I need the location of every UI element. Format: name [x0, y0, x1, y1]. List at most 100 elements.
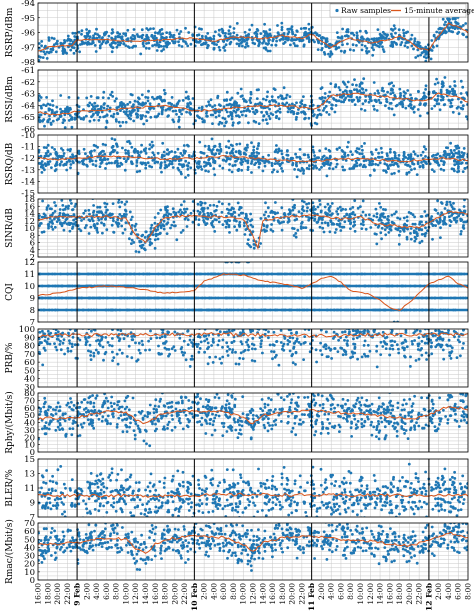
raw-sample-point	[292, 38, 296, 42]
raw-sample-point	[393, 151, 397, 155]
raw-sample-point	[319, 36, 323, 40]
raw-sample-point	[323, 96, 327, 100]
raw-sample-point	[323, 92, 327, 95]
raw-sample-point	[394, 210, 398, 214]
raw-sample-point	[396, 165, 400, 168]
raw-sample-point	[202, 41, 206, 45]
grid	[37, 261, 469, 323]
raw-sample-point	[93, 32, 97, 36]
raw-sample-point	[200, 168, 204, 171]
raw-sample-point	[47, 154, 50, 158]
raw-sample-point	[95, 36, 99, 40]
raw-sample-point	[453, 91, 456, 95]
raw-sample-point	[347, 34, 350, 38]
raw-sample-point	[110, 161, 113, 165]
raw-sample-point	[51, 99, 54, 103]
raw-sample-point	[313, 212, 317, 216]
raw-sample-point	[298, 148, 302, 151]
raw-sample-point	[207, 148, 211, 151]
raw-sample-point	[159, 166, 162, 170]
raw-sample-point	[328, 156, 332, 159]
raw-sample-point	[299, 227, 303, 230]
raw-sample-point	[329, 219, 333, 223]
raw-sample-point	[449, 141, 452, 145]
raw-sample-point	[371, 53, 375, 57]
raw-sample-point	[134, 149, 137, 153]
raw-sample-point	[49, 121, 53, 125]
raw-sample-point	[392, 84, 395, 88]
raw-sample-point	[46, 143, 50, 147]
raw-sample-point	[250, 218, 254, 222]
raw-sample-point	[394, 31, 397, 35]
raw-sample-point	[457, 30, 461, 34]
raw-sample-point	[80, 219, 83, 222]
raw-samples-series	[38, 329, 466, 369]
raw-sample-point	[361, 210, 365, 214]
raw-sample-point	[50, 220, 54, 224]
raw-sample-point	[275, 144, 278, 147]
raw-sample-point	[238, 121, 241, 124]
raw-sample-point	[217, 114, 221, 117]
raw-sample-point	[461, 24, 465, 27]
raw-sample-point	[145, 110, 149, 114]
raw-sample-point	[233, 163, 237, 167]
raw-sample-point	[220, 27, 224, 31]
raw-sample-point	[340, 36, 344, 40]
raw-sample-point	[390, 157, 394, 160]
raw-sample-point	[328, 55, 332, 58]
raw-sample-point	[120, 200, 124, 204]
raw-sample-point	[227, 211, 230, 215]
raw-sample-point	[203, 160, 206, 164]
raw-sample-point	[89, 354, 92, 357]
raw-sample-point	[402, 157, 405, 161]
raw-sample-point	[313, 40, 316, 44]
raw-sample-point	[122, 157, 126, 161]
raw-sample-point	[459, 232, 463, 236]
raw-sample-point	[110, 50, 114, 54]
raw-sample-point	[163, 214, 166, 217]
raw-sample-point	[109, 151, 113, 155]
raw-sample-point	[413, 37, 417, 41]
raw-sample-point	[67, 204, 70, 208]
raw-sample-point	[302, 200, 306, 204]
raw-sample-point	[364, 159, 368, 162]
raw-sample-point	[100, 160, 104, 164]
raw-sample-point	[386, 90, 389, 94]
raw-sample-point	[38, 150, 41, 154]
raw-sample-point	[172, 33, 176, 37]
raw-sample-point	[447, 18, 450, 22]
raw-sample-point	[101, 231, 104, 235]
raw-sample-point	[108, 109, 112, 113]
raw-sample-point	[416, 54, 420, 58]
raw-sample-point	[404, 41, 408, 45]
raw-sample-point	[55, 160, 59, 164]
raw-sample-point	[447, 27, 451, 31]
raw-sample-point	[70, 125, 74, 129]
raw-sample-point	[47, 162, 50, 166]
raw-sample-point	[257, 88, 260, 92]
raw-sample-point	[252, 246, 256, 250]
raw-sample-point	[177, 120, 180, 123]
raw-sample-point	[260, 110, 263, 114]
raw-sample-point	[339, 229, 343, 232]
raw-sample-point	[253, 163, 256, 167]
raw-sample-point	[382, 208, 385, 211]
raw-sample-point	[409, 232, 412, 235]
raw-sample-point	[402, 94, 406, 98]
raw-sample-point	[85, 163, 88, 167]
raw-sample-point	[111, 145, 115, 148]
y-tick-label: 11	[24, 270, 35, 280]
raw-sample-point	[38, 224, 41, 228]
raw-sample-point	[224, 145, 228, 149]
raw-sample-point	[173, 213, 177, 217]
raw-sample-point	[87, 104, 91, 108]
raw-sample-point	[313, 121, 317, 125]
raw-sample-point	[355, 36, 359, 39]
raw-sample-point	[198, 165, 202, 169]
raw-sample-point	[88, 212, 91, 216]
raw-sample-point	[372, 214, 376, 218]
raw-sample-point	[104, 211, 108, 214]
raw-sample-point	[162, 88, 166, 92]
raw-sample-point	[207, 144, 211, 148]
raw-sample-point	[120, 163, 124, 166]
